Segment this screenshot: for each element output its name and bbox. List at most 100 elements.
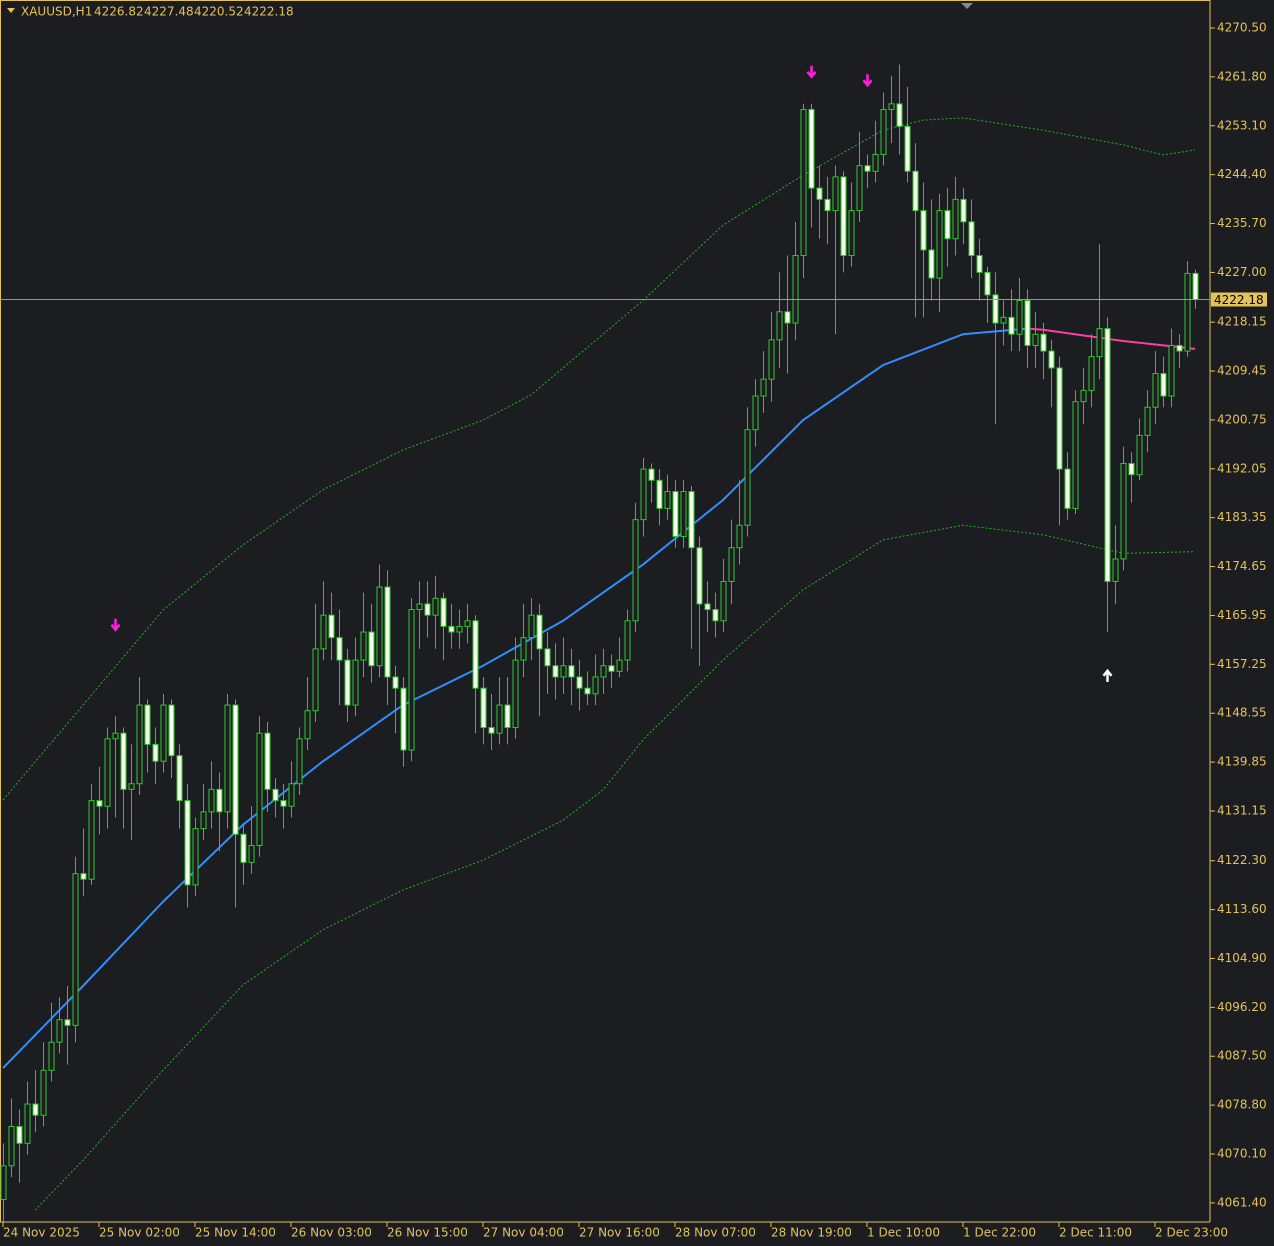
x-tick-label: 26 Nov 15:00 (387, 1226, 468, 1240)
candle-body (184, 800, 191, 886)
signal-arrow (110, 618, 121, 632)
candle-body (424, 603, 431, 616)
candle-body (104, 738, 111, 807)
candle-body (1112, 558, 1119, 582)
y-tick-label: 4253.10 (1217, 118, 1267, 132)
candle-body (520, 637, 527, 661)
x-tick-label: 26 Nov 03:00 (291, 1226, 372, 1240)
ohlc-open: 4226.82 (94, 5, 144, 19)
envelope-line (2, 117, 1196, 801)
candle-body (1024, 299, 1031, 346)
candle-body (952, 198, 959, 240)
candle-body (0, 1165, 7, 1201)
candle-body (480, 687, 487, 729)
candle-body (1160, 373, 1167, 397)
candle-body (72, 873, 79, 1026)
candle-body (32, 1103, 39, 1116)
candle-body (1048, 350, 1055, 369)
x-tick-label: 27 Nov 16:00 (579, 1226, 660, 1240)
candle-body (752, 395, 759, 431)
candle-body (1144, 406, 1151, 436)
ohlc-low: 4220.52 (194, 5, 244, 19)
y-tick-label: 4218.15 (1217, 315, 1267, 329)
x-tick-label: 1 Dec 22:00 (963, 1226, 1036, 1240)
candle-body (136, 704, 143, 785)
x-tick-label: 2 Dec 11:00 (1059, 1226, 1132, 1240)
candle-body (584, 687, 591, 695)
candle-body (88, 800, 95, 880)
price-label: 4222.18 (1214, 293, 1264, 307)
candle-body (760, 378, 767, 397)
candle-body (360, 631, 367, 661)
candle-body (888, 103, 895, 110)
candle-body (1104, 328, 1111, 582)
candle-body (824, 198, 831, 212)
candle-body (56, 1019, 63, 1043)
menu-arrow[interactable] (7, 8, 15, 13)
candle-body (40, 1069, 47, 1116)
candle-body (344, 659, 351, 706)
candle-body (624, 620, 631, 661)
candle-body (392, 676, 399, 689)
y-tick-label: 4174.65 (1217, 559, 1267, 573)
candle-body (144, 704, 151, 745)
y-tick-label: 4183.35 (1217, 510, 1267, 524)
candle-body (320, 614, 327, 650)
candle-body (856, 165, 863, 212)
candle-body (1192, 272, 1199, 300)
x-tick-label: 24 Nov 2025 (3, 1226, 80, 1240)
candle-body (712, 609, 719, 622)
candle-body (592, 676, 599, 695)
candle-body (112, 732, 119, 740)
candle-body (352, 659, 359, 706)
candle-body (1128, 462, 1135, 476)
signal-arrow (1102, 668, 1113, 682)
candle-body (784, 311, 791, 324)
candle-body (576, 676, 583, 689)
candle-body (1040, 333, 1047, 352)
y-tick-label: 4148.55 (1217, 706, 1267, 720)
candle-body (768, 339, 775, 380)
candle-body (1072, 401, 1079, 509)
y-tick-label: 4157.25 (1217, 657, 1267, 671)
candle-body (744, 429, 751, 526)
candle-body (864, 165, 871, 172)
candle-body (168, 704, 175, 757)
candle-body (904, 125, 911, 172)
x-tick-label: 1 Dec 10:00 (867, 1226, 940, 1240)
candle-body (336, 637, 343, 661)
candle-body (312, 648, 319, 712)
candle-body (400, 687, 407, 751)
candle-body (912, 170, 919, 212)
candle-body (296, 738, 303, 785)
candle-body (368, 631, 375, 667)
candle-body (552, 665, 559, 678)
candle-body (664, 491, 671, 509)
candle-body (440, 597, 447, 627)
candle-body (1016, 299, 1023, 335)
candle-body (872, 153, 879, 172)
y-tick-label: 4122.30 (1217, 853, 1267, 867)
candle-body (640, 468, 647, 521)
candle-body (288, 783, 295, 807)
candle-body (944, 210, 951, 240)
candle-body (200, 811, 207, 830)
candle-body (536, 614, 543, 650)
candle-body (776, 311, 783, 341)
candle-body (560, 665, 567, 678)
signal-arrow (862, 74, 873, 88)
candle-body (8, 1125, 15, 1167)
header: XAUUSD,H1 4226.82 4227.48 4220.52 4222.1… (21, 5, 294, 19)
candle-body (960, 198, 967, 223)
symbol: XAUUSD,H1 (21, 5, 92, 19)
candle-body (192, 828, 199, 886)
candle-body (48, 1041, 55, 1071)
candle-body (216, 788, 223, 813)
x-tick-label: 2 Dec 23:00 (1155, 1226, 1228, 1240)
x-tick-label: 27 Nov 04:00 (483, 1226, 564, 1240)
candle-body (328, 614, 335, 639)
candle-body (656, 479, 663, 509)
y-tick-label: 4139.85 (1217, 755, 1267, 769)
candle-body (1000, 316, 1007, 324)
